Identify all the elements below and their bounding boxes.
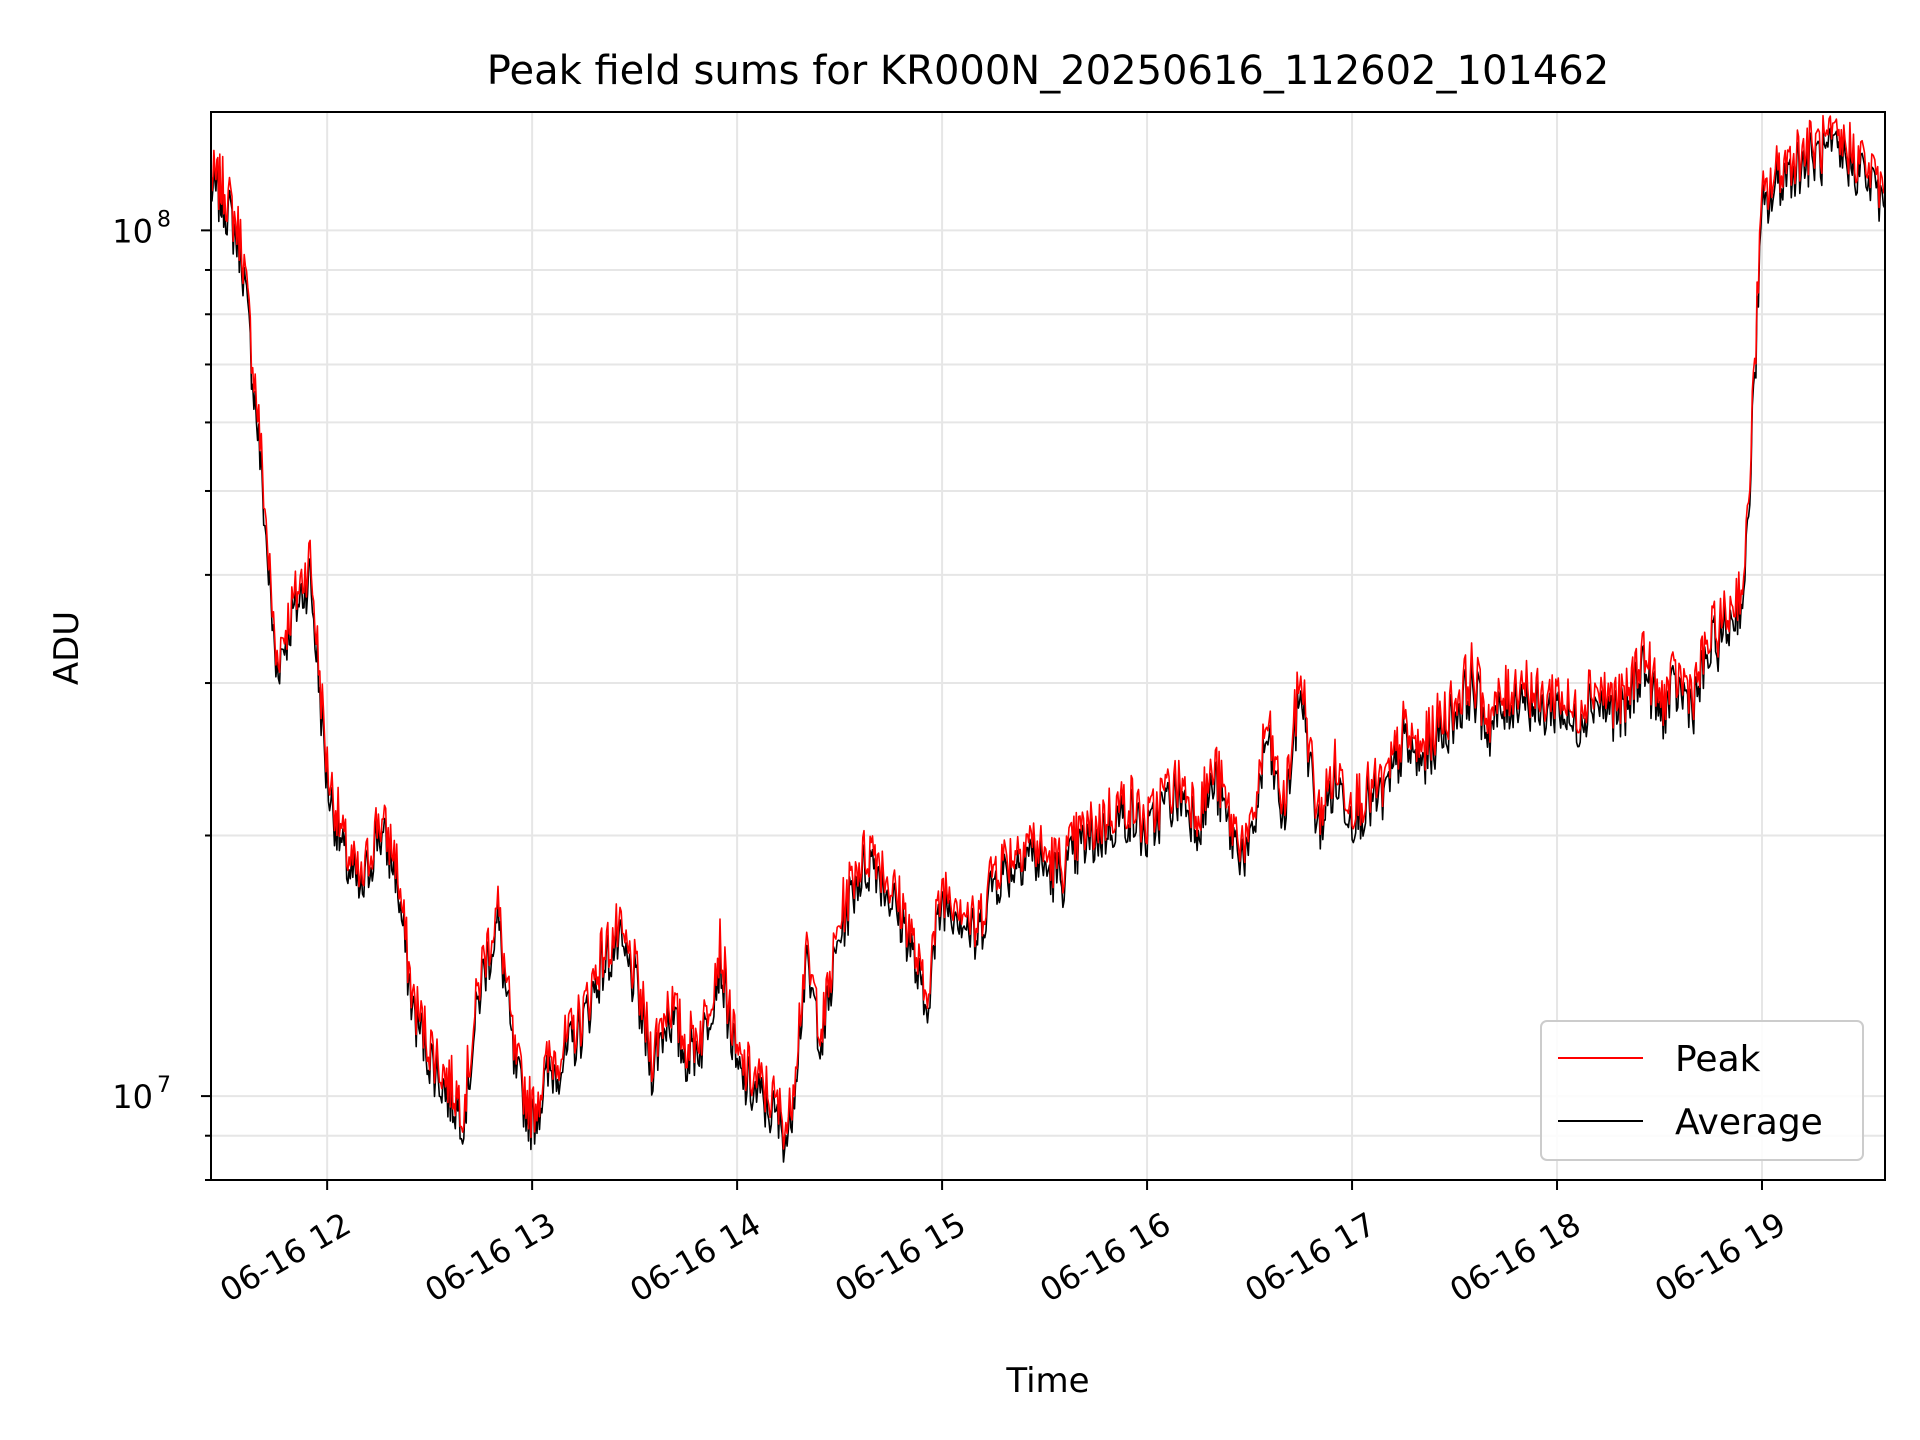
y-tick-label: 10 bbox=[112, 212, 153, 250]
chart-title: Peak field sums for KR000N_20250616_1126… bbox=[487, 48, 1609, 94]
legend-label-average: Average bbox=[1675, 1102, 1823, 1143]
plot-frame bbox=[210, 111, 1886, 1181]
series-line-peak bbox=[211, 114, 1885, 1150]
legend-box bbox=[1540, 1020, 1864, 1161]
series-group bbox=[211, 114, 1885, 1163]
y-tick-label: 10 bbox=[112, 1078, 153, 1116]
y-axis-label: ADU bbox=[47, 611, 87, 685]
plot-area bbox=[211, 114, 1885, 1163]
y-tick-exponent: 7 bbox=[157, 1073, 171, 1098]
y-tick-exponent: 8 bbox=[157, 207, 171, 232]
legend-label-peak: Peak bbox=[1675, 1039, 1761, 1080]
legend: Peak Average bbox=[1540, 1020, 1864, 1161]
x-axis-label: Time bbox=[1005, 1361, 1089, 1401]
